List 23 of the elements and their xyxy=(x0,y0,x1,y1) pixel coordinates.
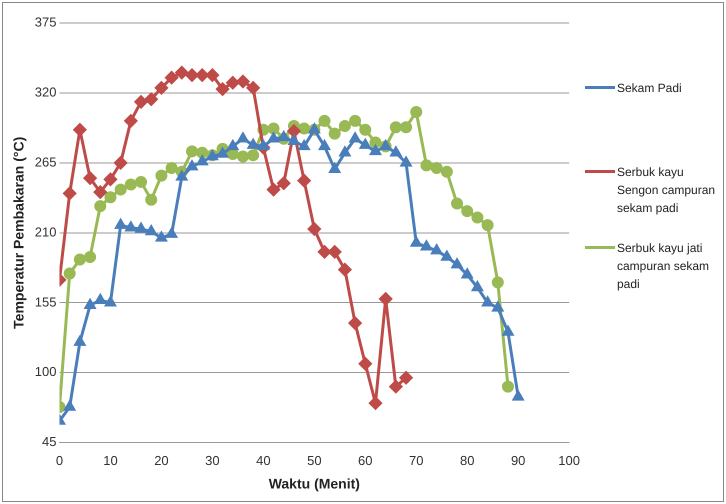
y-tick-label: 265 xyxy=(34,154,56,170)
x-tick-label: 30 xyxy=(205,452,220,468)
x-tick-label: 0 xyxy=(56,452,64,468)
y-tick-label: 100 xyxy=(34,364,56,380)
x-tick-label: 10 xyxy=(103,452,118,468)
x-tick-label: 100 xyxy=(558,452,580,468)
x-tick-label: 20 xyxy=(154,452,169,468)
x-tick-label: 40 xyxy=(256,452,271,468)
x-tick-label: 60 xyxy=(358,452,373,468)
x-tick-label: 70 xyxy=(409,452,424,468)
x-axis-title: Waktu (Menit) xyxy=(268,475,360,492)
legend-label: Serbuk kayu Sengon campuran sekam padi xyxy=(617,164,716,217)
y-axis-title: Temperatur Pembakaran (°C) xyxy=(10,136,26,329)
x-tick-label: 80 xyxy=(460,452,474,468)
legend-label: Serbuk kayu jati campuran sekam padi xyxy=(617,240,710,293)
x-tick-label: 50 xyxy=(307,452,322,468)
y-tick-label: 45 xyxy=(42,434,56,450)
y-tick-label: 375 xyxy=(34,14,56,30)
y-tick-label: 210 xyxy=(34,224,56,240)
legend-label: Sekam Padi xyxy=(617,80,682,97)
y-tick-label: 155 xyxy=(34,294,56,310)
x-tick-label: 90 xyxy=(510,452,526,468)
y-tick-label: 320 xyxy=(34,84,56,100)
